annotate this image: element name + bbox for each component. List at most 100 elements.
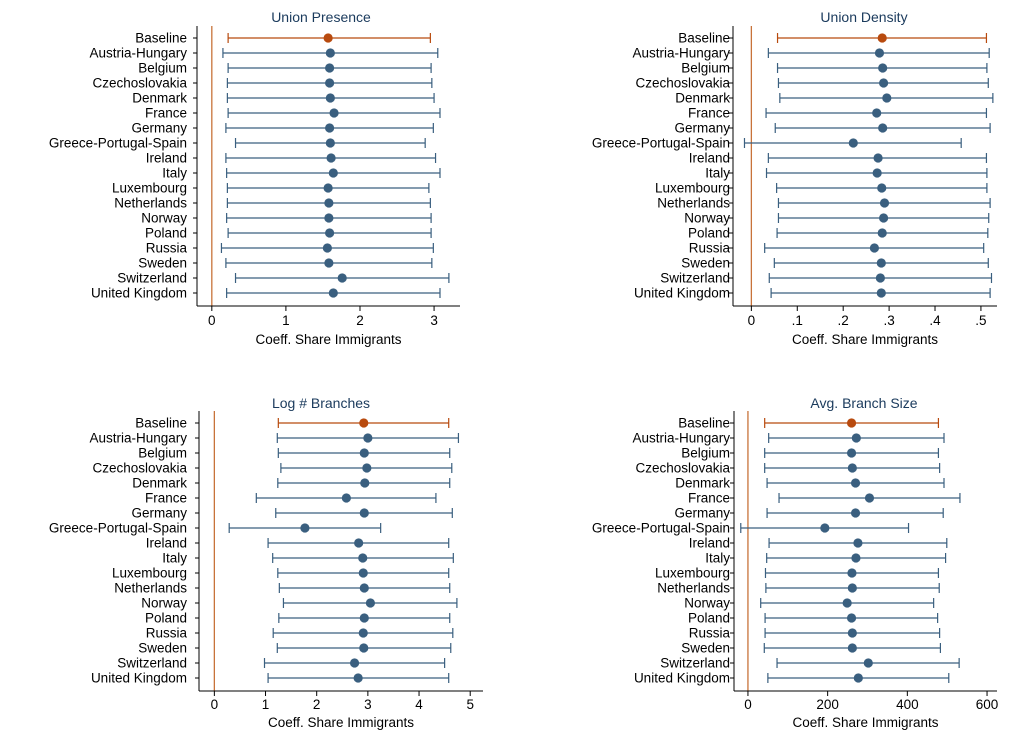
point-estimate	[325, 228, 335, 238]
coef-row-united-kingdom: United Kingdom	[634, 671, 950, 686]
coef-row-united-kingdom: United Kingdom	[91, 286, 441, 301]
point-estimate	[323, 183, 333, 193]
y-tick-label: Luxembourg	[655, 181, 730, 196]
point-estimate	[874, 48, 885, 58]
point-estimate	[324, 258, 334, 268]
x-tick-label: 0	[211, 697, 219, 712]
y-tick-label: Sweden	[138, 641, 187, 656]
point-estimate	[325, 63, 335, 73]
y-tick-label: Germany	[131, 506, 187, 521]
panel-union-presence: Union Presence 0 1 2 3 Coeff. Share Immigrant…	[49, 9, 460, 347]
coef-row-norway: Norway	[684, 211, 990, 226]
x-tick-label: 600	[976, 697, 999, 712]
point-estimate	[877, 228, 887, 238]
point-estimate	[878, 63, 888, 73]
coef-row-belgium: Belgium	[138, 61, 432, 76]
coef-row-united-kingdom: United Kingdom	[634, 286, 991, 301]
x-tick-label: 0	[208, 313, 216, 328]
y-tick-label: Belgium	[681, 446, 730, 461]
coef-row-baseline: Baseline	[678, 416, 940, 431]
point-estimate	[325, 78, 335, 88]
x-tick-label: 2	[356, 313, 364, 328]
y-tick-label: United Kingdom	[634, 286, 730, 301]
point-estimate	[329, 108, 339, 118]
coef-row-austria-hungary: Austria-Hungary	[89, 46, 439, 61]
y-tick-label: Switzerland	[117, 271, 187, 286]
y-tick-label: Italy	[705, 551, 730, 566]
point-estimate	[358, 628, 368, 638]
coef-row-greece-portugal-spain: Greece-Portugal-Spain	[49, 521, 382, 536]
coef-row-netherlands: Netherlands	[657, 581, 940, 596]
point-estimate	[360, 478, 370, 488]
y-tick-label: Germany	[131, 121, 187, 136]
y-tick-label: Russia	[146, 626, 188, 641]
y-tick-label: Switzerland	[660, 271, 730, 286]
coef-row-netherlands: Netherlands	[657, 196, 991, 211]
point-estimate	[879, 198, 890, 208]
x-axis-title: Coeff. Share Immigrants	[255, 332, 401, 347]
y-tick-label: Sweden	[681, 256, 730, 271]
y-tick-label: Italy	[705, 166, 730, 181]
y-tick-label: Germany	[674, 121, 730, 136]
point-estimate	[353, 673, 363, 683]
y-tick-label: Luxembourg	[655, 566, 730, 581]
y-tick-label: Luxembourg	[112, 566, 187, 581]
coef-row-denmark: Denmark	[675, 91, 994, 106]
x-tick-label: 3	[364, 697, 372, 712]
y-tick-label: Italy	[162, 551, 187, 566]
y-tick-label: Russia	[689, 241, 731, 256]
y-tick-label: Norway	[141, 211, 187, 226]
coef-row-czechoslovakia: Czechoslovakia	[635, 76, 989, 91]
coef-row-switzerland: Switzerland	[117, 271, 450, 286]
y-tick-label: Russia	[689, 626, 731, 641]
coef-row-norway: Norway	[141, 596, 458, 611]
point-estimate	[363, 433, 373, 443]
panel-union-density: Union Density 0 .1 .2 .3 .4 .5 Coeff. Share Imm…	[592, 9, 997, 347]
point-estimate	[325, 48, 335, 58]
point-estimate	[876, 288, 886, 298]
y-tick-label: Ireland	[146, 151, 187, 166]
panel-title: Union Density	[820, 9, 907, 25]
coef-row-austria-hungary: Austria-Hungary	[89, 431, 460, 446]
coef-row-russia: Russia	[689, 241, 985, 256]
y-tick-label: Austria-Hungary	[89, 431, 187, 446]
point-estimate	[325, 123, 335, 133]
coef-row-luxembourg: Luxembourg	[655, 181, 988, 196]
point-estimate	[358, 553, 368, 563]
point-estimate	[359, 583, 369, 593]
y-tick-label: Baseline	[135, 416, 187, 431]
coef-row-italy: Italy	[162, 166, 441, 181]
coef-row-denmark: Denmark	[132, 476, 451, 491]
coef-row-luxembourg: Luxembourg	[112, 181, 430, 196]
x-tick-label: 0	[748, 313, 756, 328]
x-axis-title: Coeff. Share Immigrants	[268, 715, 414, 730]
y-tick-label: Austria-Hungary	[632, 46, 730, 61]
point-estimate	[337, 273, 347, 283]
point-estimate	[359, 508, 369, 518]
y-tick-label: Switzerland	[117, 656, 187, 671]
coef-row-switzerland: Switzerland	[660, 656, 960, 671]
y-tick-label: Baseline	[678, 416, 730, 431]
coef-row-ireland: Ireland	[689, 536, 948, 551]
point-estimate	[328, 288, 338, 298]
point-estimate	[359, 613, 369, 623]
point-estimate	[846, 613, 857, 623]
y-tick-label: France	[688, 106, 730, 121]
coef-row-italy: Italy	[162, 551, 454, 566]
y-tick-label: Sweden	[138, 256, 187, 271]
coef-row-russia: Russia	[146, 241, 434, 256]
point-estimate	[323, 33, 333, 43]
panel-title: Avg. Branch Size	[810, 395, 917, 411]
point-estimate	[847, 583, 857, 593]
coef-row-france: France	[145, 491, 437, 506]
x-tick-label: 1	[262, 697, 270, 712]
coef-row-baseline: Baseline	[135, 31, 431, 46]
x-tick-label: .4	[929, 313, 941, 328]
y-tick-label: Italy	[162, 166, 187, 181]
y-tick-label: Netherlands	[657, 196, 730, 211]
y-tick-label: Denmark	[132, 476, 187, 491]
x-axis-title: Coeff. Share Immigrants	[792, 332, 938, 347]
point-estimate	[325, 93, 335, 103]
y-tick-label: Baseline	[135, 31, 187, 46]
point-estimate	[848, 138, 858, 148]
